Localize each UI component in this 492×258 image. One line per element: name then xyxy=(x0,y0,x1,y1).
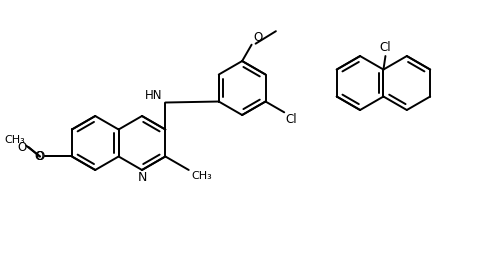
Text: O: O xyxy=(36,150,45,163)
Text: CH₃: CH₃ xyxy=(4,135,25,145)
Text: CH₃: CH₃ xyxy=(192,171,213,181)
Text: Cl: Cl xyxy=(380,41,391,54)
Text: O: O xyxy=(17,141,27,154)
Text: N: N xyxy=(137,171,147,184)
Text: Cl: Cl xyxy=(285,113,297,126)
Text: O: O xyxy=(253,31,263,44)
Text: O: O xyxy=(34,150,44,163)
Text: HN: HN xyxy=(145,88,162,101)
